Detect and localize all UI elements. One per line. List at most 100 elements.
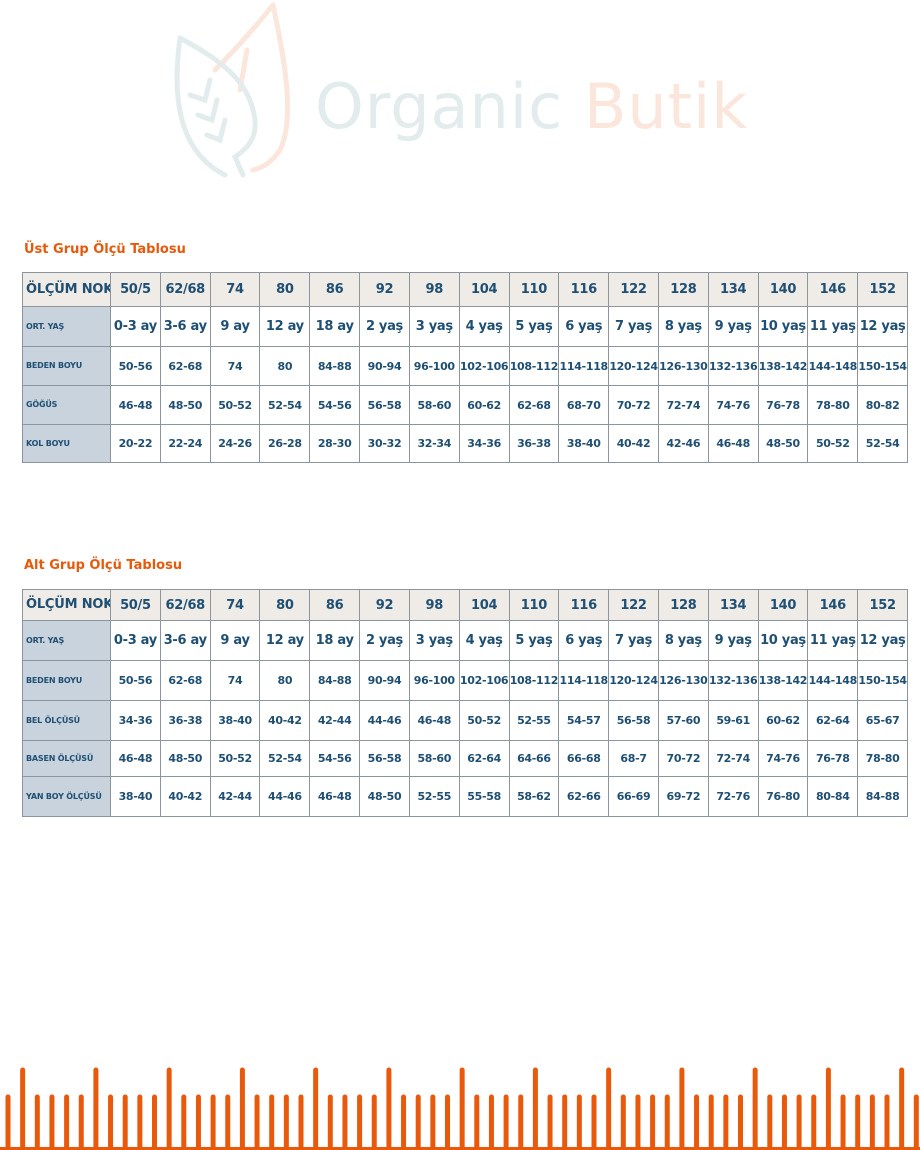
size-header-cell: 128: [657, 272, 709, 307]
row-label: BEL ÖLÇÜSÜ: [22, 700, 111, 741]
size-header-cell: 116: [558, 589, 610, 621]
table-cell: 46-48: [110, 385, 161, 425]
table-cell: 56-58: [608, 700, 659, 741]
table-cell: 78-80: [807, 385, 859, 425]
table-cell: 44-46: [259, 776, 311, 817]
row-label: GÖĞÜS: [22, 385, 111, 425]
size-header-cell: 62/68: [159, 589, 211, 621]
size-header-cell: 140: [757, 272, 809, 307]
size-header-cell: 92: [359, 272, 410, 307]
table-cell: 60-62: [757, 700, 809, 741]
table-cell: 46-48: [408, 700, 460, 741]
table-cell: 40-42: [159, 776, 211, 817]
table-cell: 76-80: [757, 776, 809, 817]
table-cell: 50-52: [209, 740, 261, 777]
table-cell: 108-112: [508, 660, 560, 701]
table-cell: 46-48: [309, 776, 361, 817]
table-cell: 3-6 ay: [159, 306, 211, 347]
size-header-cell: 116: [558, 272, 610, 307]
row-label: ÖLÇÜM NOKTASI: [22, 589, 111, 621]
table-cell: 8 yaş: [657, 620, 709, 661]
table-cell: 80: [259, 346, 311, 386]
table-cell: 12 ay: [259, 306, 311, 347]
table-cell: 58-60: [408, 740, 460, 777]
table-cell: 5 yaş: [508, 620, 560, 661]
table-cell: 59-61: [707, 700, 759, 741]
table-cell: 40-42: [608, 424, 659, 463]
size-header-cell: 146: [807, 589, 859, 621]
table-cell: 64-66: [508, 740, 560, 777]
size-header-cell: 80: [259, 272, 311, 307]
size-header-cell: 98: [408, 589, 460, 621]
size-header-cell: 74: [209, 589, 261, 621]
table-cell: 12 ay: [259, 620, 311, 661]
table-cell: 54-56: [309, 385, 361, 425]
table-row: BASEN ÖLÇÜSÜ 46-48 48-50 50-52 52-54 54-56 56-…: [22, 740, 908, 777]
table-cell: 58-60: [408, 385, 460, 425]
table-cell: 65-67: [857, 700, 908, 741]
table-cell: 57-60: [657, 700, 709, 741]
table-row: KOL BOYU 20-22 22-24 24-26 26-28 28-30 30-32 32…: [22, 424, 908, 463]
size-header-cell: 86: [309, 272, 361, 307]
table-cell: 76-78: [757, 385, 809, 425]
size-header-cell: 110: [508, 272, 560, 307]
table-cell: 50-52: [209, 385, 261, 425]
row-label: ÖLÇÜM NOKTASI: [22, 272, 111, 307]
table-cell: 56-58: [359, 385, 410, 425]
table-cell: 36-38: [159, 700, 211, 741]
table-cell: 24-26: [209, 424, 261, 463]
size-header-cell: 74: [209, 272, 261, 307]
table-cell: 18 ay: [309, 306, 361, 347]
table-row: GÖĞÜS 46-48 48-50 50-52 52-54 54-56 56-58 58-60…: [22, 385, 908, 425]
table-row: YAN BOY ÖLÇÜSÜ 38-40 40-42 42-44 44-46 46-48 4…: [22, 776, 908, 817]
size-header-cell: 152: [857, 272, 908, 307]
table-cell: 144-148: [807, 346, 859, 386]
table-cell: 102-106: [458, 660, 510, 701]
lower-group-title: Alt Grup Ölçü Tablosu: [24, 558, 183, 573]
table-cell: 10 yaş: [757, 306, 809, 347]
table-cell: 4 yaş: [458, 306, 510, 347]
table-cell: 38-40: [558, 424, 610, 463]
table-cell: 96-100: [408, 346, 460, 386]
size-header-cell: 122: [608, 272, 659, 307]
table-cell: 20-22: [110, 424, 161, 463]
table-row: BEL ÖLÇÜSÜ 34-36 36-38 38-40 40-42 42-44 44-46…: [22, 700, 908, 741]
table-cell: 9 ay: [209, 620, 261, 661]
table-cell: 32-34: [408, 424, 460, 463]
table-cell: 48-50: [757, 424, 809, 463]
table-cell: 114-118: [558, 660, 610, 701]
table-cell: 68-70: [558, 385, 610, 425]
table-cell: 80-84: [807, 776, 859, 817]
table-cell: 56-58: [359, 740, 410, 777]
table-cell: 38-40: [209, 700, 261, 741]
table-cell: 7 yaş: [608, 620, 659, 661]
upper-group-size-table: ÖLÇÜM NOKTASI50/562/68748086929810411011…: [22, 272, 908, 463]
table-cell: 42-44: [209, 776, 261, 817]
size-header-cell: 134: [707, 589, 759, 621]
table-cell: 84-88: [309, 346, 361, 386]
table-cell: 60-62: [458, 385, 510, 425]
row-label: BEDEN BOYU: [22, 346, 111, 386]
table-cell: 84-88: [309, 660, 361, 701]
table-cell: 66-68: [558, 740, 610, 777]
size-header-cell: 110: [508, 589, 560, 621]
table-cell: 108-112: [508, 346, 560, 386]
table-cell: 0-3 ay: [110, 620, 161, 661]
row-label: KOL BOYU: [22, 424, 111, 463]
size-header-cell: 134: [707, 272, 759, 307]
table-cell: 46-48: [707, 424, 759, 463]
size-header-cell: 122: [608, 589, 659, 621]
table-cell: 52-54: [259, 385, 311, 425]
table-cell: 74: [209, 660, 261, 701]
table-cell: 0-3 ay: [110, 306, 161, 347]
table-cell: 7 yaş: [608, 306, 659, 347]
table-cell: 8 yaş: [657, 306, 709, 347]
table-cell: 48-50: [159, 385, 211, 425]
table-cell: 52-55: [408, 776, 460, 817]
table-row: BEDEN BOYU 50-56 62-68 74 80 84-88 90-94 96-100…: [22, 660, 908, 701]
leaf-icon: [174, 2, 291, 178]
table-cell: 126-130: [657, 346, 709, 386]
size-header-cell: 146: [807, 272, 859, 307]
table-cell: 28-30: [309, 424, 361, 463]
row-label: BEDEN BOYU: [22, 660, 111, 701]
